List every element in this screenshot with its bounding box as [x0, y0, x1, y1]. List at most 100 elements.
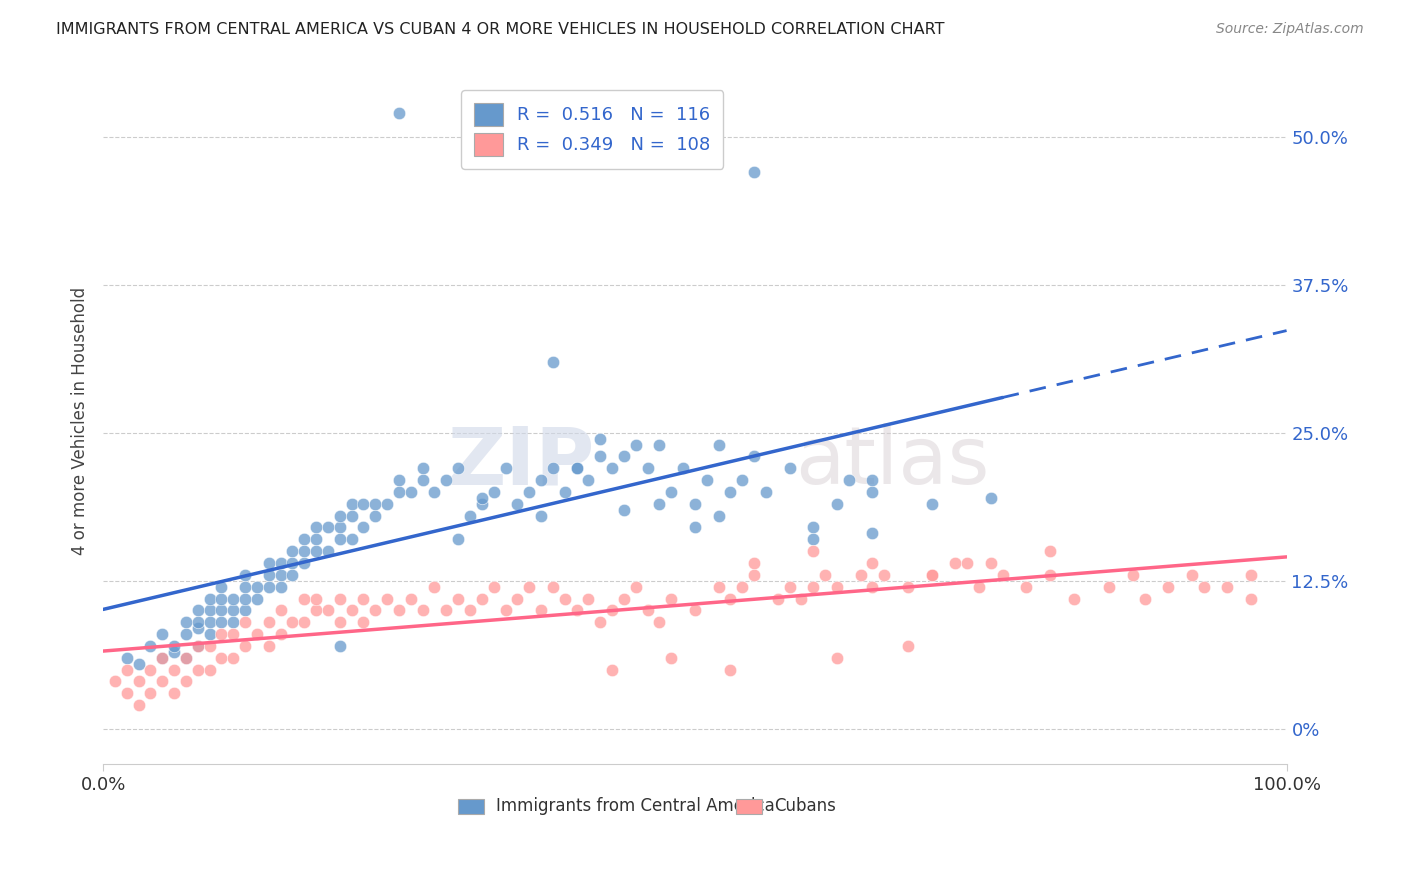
- Point: [434, 473, 457, 487]
- Text: Immigrants from Central America: Immigrants from Central America: [496, 797, 775, 814]
- Point: [1015, 580, 1038, 594]
- Point: [329, 520, 352, 534]
- Point: [222, 615, 245, 630]
- Point: [292, 544, 315, 558]
- Point: [174, 650, 197, 665]
- Point: [292, 615, 315, 630]
- Point: [150, 650, 173, 665]
- Text: ZIP: ZIP: [447, 423, 595, 501]
- Point: [233, 639, 256, 653]
- Point: [849, 567, 872, 582]
- Point: [718, 663, 741, 677]
- Point: [329, 639, 352, 653]
- Point: [943, 556, 966, 570]
- Point: [471, 591, 494, 606]
- Point: [718, 485, 741, 500]
- Point: [257, 639, 280, 653]
- Point: [174, 627, 197, 641]
- Point: [388, 473, 411, 487]
- Point: [281, 615, 304, 630]
- Point: [530, 473, 553, 487]
- Point: [340, 497, 363, 511]
- Point: [115, 663, 138, 677]
- Point: [222, 591, 245, 606]
- Point: [541, 461, 564, 475]
- Point: [447, 533, 470, 547]
- Point: [434, 603, 457, 617]
- Point: [1133, 591, 1156, 606]
- Point: [353, 591, 375, 606]
- Point: [399, 591, 422, 606]
- Point: [187, 639, 209, 653]
- Point: [897, 639, 920, 653]
- Point: [897, 580, 920, 594]
- Point: [554, 591, 576, 606]
- Point: [257, 567, 280, 582]
- Point: [517, 485, 540, 500]
- Point: [174, 615, 197, 630]
- Point: [683, 603, 706, 617]
- Point: [246, 591, 269, 606]
- Point: [825, 650, 848, 665]
- FancyBboxPatch shape: [458, 798, 484, 814]
- Point: [198, 639, 221, 653]
- Point: [648, 615, 671, 630]
- Point: [860, 473, 883, 487]
- Point: [353, 520, 375, 534]
- Point: [211, 615, 233, 630]
- Point: [412, 473, 434, 487]
- Point: [530, 603, 553, 617]
- Point: [1122, 567, 1144, 582]
- Point: [506, 591, 529, 606]
- Point: [292, 591, 315, 606]
- Point: [329, 591, 352, 606]
- Point: [742, 165, 765, 179]
- Point: [1039, 567, 1062, 582]
- Point: [648, 437, 671, 451]
- Point: [458, 603, 481, 617]
- Point: [637, 461, 659, 475]
- Point: [423, 580, 446, 594]
- Point: [281, 556, 304, 570]
- Point: [921, 567, 943, 582]
- Point: [589, 450, 612, 464]
- Point: [447, 591, 470, 606]
- Point: [375, 497, 398, 511]
- Point: [388, 603, 411, 617]
- Point: [150, 650, 173, 665]
- Point: [613, 502, 636, 516]
- Point: [801, 580, 824, 594]
- Point: [150, 627, 173, 641]
- Point: [683, 497, 706, 511]
- Point: [742, 556, 765, 570]
- Point: [211, 603, 233, 617]
- Point: [329, 533, 352, 547]
- Point: [340, 533, 363, 547]
- Point: [412, 461, 434, 475]
- Point: [471, 491, 494, 505]
- Point: [305, 603, 328, 617]
- Point: [211, 591, 233, 606]
- Point: [364, 603, 387, 617]
- Point: [517, 580, 540, 594]
- Point: [270, 556, 292, 570]
- Point: [742, 567, 765, 582]
- Point: [353, 615, 375, 630]
- Point: [873, 567, 896, 582]
- Point: [1098, 580, 1121, 594]
- Point: [921, 567, 943, 582]
- Point: [139, 639, 162, 653]
- Point: [187, 663, 209, 677]
- Point: [637, 603, 659, 617]
- Point: [825, 580, 848, 594]
- Text: IMMIGRANTS FROM CENTRAL AMERICA VS CUBAN 4 OR MORE VEHICLES IN HOUSEHOLD CORRELA: IMMIGRANTS FROM CENTRAL AMERICA VS CUBAN…: [56, 22, 945, 37]
- Point: [222, 603, 245, 617]
- Point: [554, 485, 576, 500]
- Point: [624, 437, 647, 451]
- Point: [742, 450, 765, 464]
- Point: [541, 354, 564, 368]
- Point: [187, 615, 209, 630]
- Point: [329, 615, 352, 630]
- Point: [211, 650, 233, 665]
- Point: [128, 674, 150, 689]
